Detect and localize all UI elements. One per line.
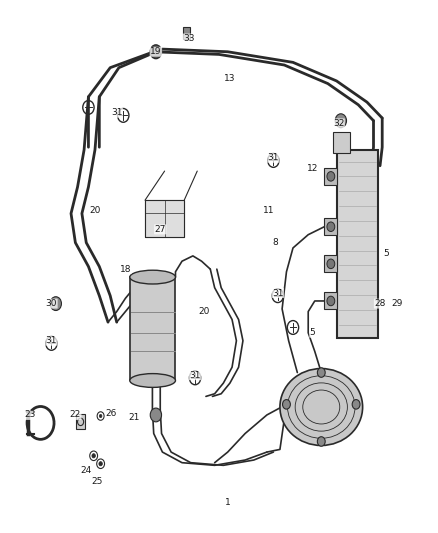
- Circle shape: [318, 437, 325, 446]
- Bar: [76, 415, 85, 429]
- Circle shape: [150, 408, 162, 422]
- Ellipse shape: [280, 368, 363, 446]
- Text: 11: 11: [263, 206, 275, 215]
- Polygon shape: [145, 200, 184, 237]
- Circle shape: [92, 454, 95, 458]
- Circle shape: [352, 400, 360, 409]
- Text: 30: 30: [46, 299, 57, 308]
- Text: 21: 21: [128, 413, 140, 422]
- Circle shape: [283, 400, 290, 409]
- Text: 31: 31: [46, 336, 57, 345]
- Text: 1: 1: [225, 498, 230, 507]
- Circle shape: [335, 114, 346, 127]
- Text: 31: 31: [272, 288, 283, 297]
- Bar: [336, 150, 378, 338]
- Text: 13: 13: [224, 74, 236, 83]
- Text: 31: 31: [189, 370, 201, 379]
- Ellipse shape: [130, 374, 176, 387]
- Text: 31: 31: [268, 154, 279, 163]
- Text: 19: 19: [150, 47, 162, 56]
- Circle shape: [318, 368, 325, 377]
- Bar: [333, 132, 350, 152]
- Text: 27: 27: [155, 225, 166, 234]
- Text: 23: 23: [24, 410, 35, 419]
- Text: 22: 22: [70, 410, 81, 419]
- Ellipse shape: [130, 270, 176, 284]
- Circle shape: [50, 297, 61, 311]
- Bar: [324, 218, 337, 235]
- Text: 32: 32: [333, 119, 344, 128]
- Circle shape: [150, 45, 162, 59]
- Text: 5: 5: [384, 249, 389, 258]
- Circle shape: [327, 259, 335, 269]
- Circle shape: [99, 415, 102, 418]
- Text: 12: 12: [307, 164, 318, 173]
- Text: 33: 33: [183, 34, 194, 43]
- Circle shape: [327, 222, 335, 231]
- Text: 18: 18: [120, 265, 131, 273]
- Bar: [324, 293, 337, 310]
- Bar: [324, 255, 337, 272]
- Circle shape: [99, 462, 102, 466]
- Text: 28: 28: [374, 299, 386, 308]
- Text: 29: 29: [392, 299, 403, 308]
- Bar: [130, 277, 176, 381]
- Text: 5: 5: [310, 328, 315, 337]
- Text: 20: 20: [198, 307, 209, 316]
- Text: 20: 20: [89, 206, 101, 215]
- Bar: [184, 27, 190, 38]
- Text: 31: 31: [111, 108, 123, 117]
- Text: 8: 8: [273, 238, 279, 247]
- Circle shape: [327, 172, 335, 181]
- Circle shape: [327, 296, 335, 306]
- Text: 25: 25: [92, 477, 103, 486]
- Text: 26: 26: [106, 409, 117, 418]
- Bar: [324, 168, 337, 185]
- Text: 24: 24: [81, 466, 92, 475]
